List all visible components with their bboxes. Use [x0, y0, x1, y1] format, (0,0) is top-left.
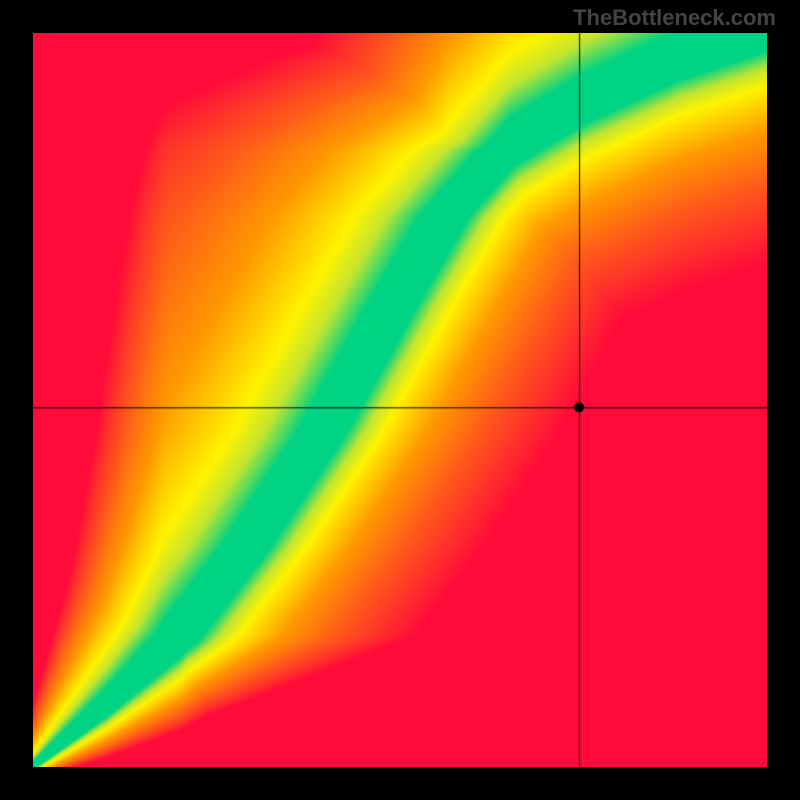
chart-frame: TheBottleneck.com: [0, 0, 800, 800]
watermark-text: TheBottleneck.com: [573, 5, 776, 31]
heatmap-canvas: [33, 33, 767, 767]
